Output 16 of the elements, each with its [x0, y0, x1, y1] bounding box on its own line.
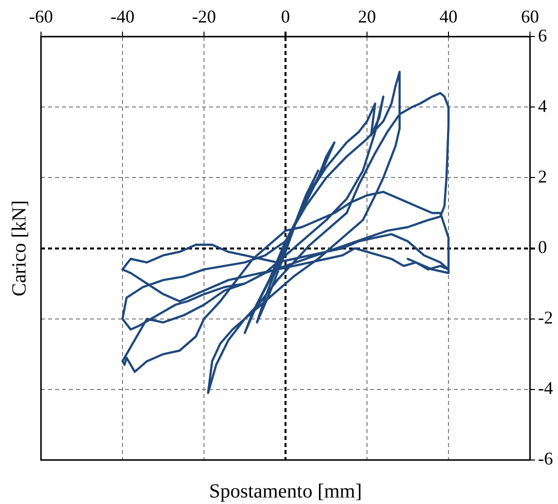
x-tick-label: -20 — [192, 6, 216, 27]
x-tick-label: 40 — [440, 6, 458, 27]
y-tick-label: -4 — [538, 378, 554, 398]
y-tick-label: 6 — [538, 25, 548, 46]
x-tick-label: 20 — [358, 6, 376, 27]
y-tick-label: -6 — [538, 448, 554, 469]
x-axis-title: Spostamento [mm] — [209, 480, 362, 502]
y-axis-title: Carico [kN] — [8, 200, 30, 296]
x-tick-label: 0 — [281, 6, 290, 27]
x-tick-label: -40 — [110, 6, 134, 27]
y-tick-label: 4 — [538, 96, 548, 116]
x-tick-label: 60 — [521, 6, 540, 27]
y-tick-label: 0 — [538, 237, 548, 258]
x-tick-label: -60 — [29, 6, 53, 27]
y-tick-label: 2 — [538, 166, 548, 186]
y-tick-label: -2 — [538, 308, 554, 328]
